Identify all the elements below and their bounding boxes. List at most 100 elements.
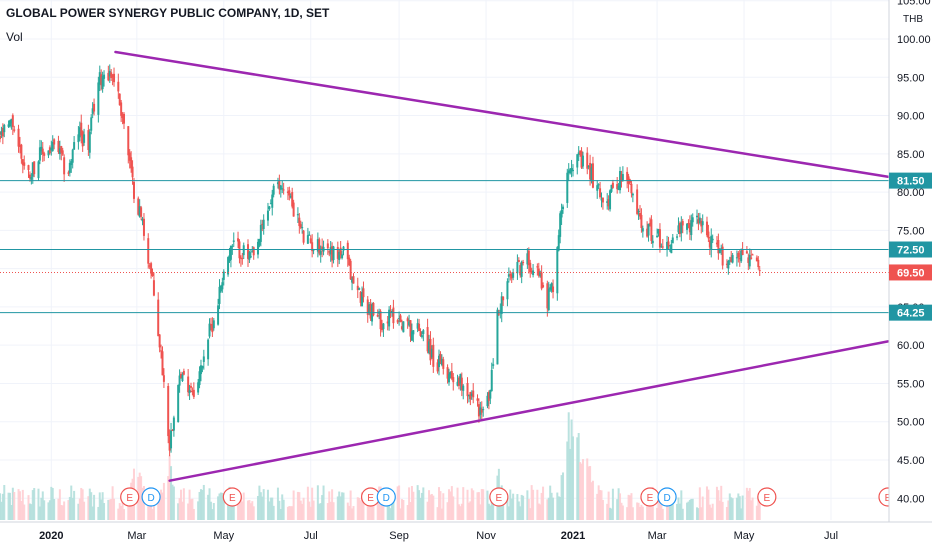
candle bbox=[61, 147, 64, 156]
volume-indicator-label[interactable]: Vol bbox=[6, 30, 23, 44]
volume-bar bbox=[78, 498, 81, 520]
marker-circle bbox=[222, 487, 242, 507]
candle-body bbox=[617, 185, 620, 190]
volume-bar bbox=[667, 504, 670, 520]
volume-bar bbox=[609, 507, 612, 520]
candle bbox=[552, 279, 555, 299]
volume-bar bbox=[87, 496, 90, 520]
earnings-marker[interactable]: E bbox=[757, 487, 777, 507]
candle bbox=[259, 219, 262, 247]
candle-body bbox=[110, 72, 113, 79]
volume-bar bbox=[197, 501, 200, 520]
candle-body bbox=[157, 299, 160, 337]
candle bbox=[560, 203, 563, 225]
volume-bar bbox=[30, 504, 33, 520]
volume-bar bbox=[259, 492, 262, 520]
volume-bar bbox=[101, 492, 104, 520]
candle-body bbox=[497, 313, 500, 315]
candle bbox=[172, 415, 175, 437]
candle-body bbox=[197, 382, 200, 393]
marker-label: E bbox=[764, 493, 771, 504]
candle bbox=[460, 372, 463, 397]
volume-bar bbox=[419, 497, 422, 520]
candle bbox=[388, 306, 391, 331]
candle-body bbox=[607, 199, 610, 207]
candle-body bbox=[576, 154, 579, 168]
dividend-marker[interactable]: D bbox=[657, 487, 677, 507]
candle bbox=[566, 168, 569, 208]
candle-body bbox=[368, 304, 371, 313]
volume-bar bbox=[562, 472, 565, 520]
candle bbox=[147, 233, 150, 269]
candle bbox=[40, 140, 43, 156]
volume-bar bbox=[755, 505, 758, 520]
volume-bar bbox=[67, 500, 70, 520]
candle bbox=[113, 67, 116, 87]
candle bbox=[678, 221, 681, 238]
candle-body bbox=[379, 311, 382, 330]
candle bbox=[380, 319, 383, 333]
candle bbox=[272, 183, 275, 198]
candle-body bbox=[341, 254, 344, 259]
dividend-marker[interactable]: D bbox=[376, 487, 396, 507]
volume-bar bbox=[217, 496, 220, 520]
candle-body bbox=[651, 240, 654, 244]
candle-body bbox=[41, 148, 44, 155]
marker-circle bbox=[757, 487, 777, 507]
volume-bar bbox=[747, 490, 750, 520]
candle-body bbox=[526, 253, 529, 265]
candle-body bbox=[738, 258, 741, 260]
candle bbox=[21, 158, 24, 174]
trendline[interactable] bbox=[114, 50, 890, 179]
candle bbox=[725, 259, 728, 269]
volume-bar bbox=[559, 496, 562, 520]
volume-bar bbox=[681, 508, 684, 520]
volume-bar bbox=[247, 500, 250, 520]
marker-circle bbox=[376, 487, 396, 507]
volume-bar bbox=[691, 498, 694, 520]
candle bbox=[452, 373, 455, 391]
volume-bar bbox=[527, 498, 530, 520]
earnings-marker[interactable]: E bbox=[489, 487, 509, 507]
candle bbox=[127, 125, 130, 164]
candle-body bbox=[656, 235, 659, 238]
candle bbox=[447, 368, 450, 386]
volume-bar bbox=[629, 495, 632, 520]
volume-bar bbox=[351, 508, 354, 520]
candle-body bbox=[648, 223, 651, 225]
symbol-title[interactable]: GLOBAL POWER SYNERGY PUBLIC COMPANY, 1D,… bbox=[6, 6, 330, 20]
earnings-marker[interactable]: E bbox=[120, 487, 140, 507]
candle bbox=[221, 277, 224, 293]
candle bbox=[646, 221, 649, 238]
volume-bar bbox=[319, 503, 322, 520]
trendline[interactable] bbox=[168, 340, 890, 482]
candle bbox=[51, 135, 54, 152]
candle bbox=[422, 328, 425, 342]
candle-body bbox=[170, 430, 173, 449]
volume-bar bbox=[616, 499, 619, 520]
earnings-marker[interactable]: E bbox=[222, 487, 242, 507]
candle-body bbox=[410, 331, 413, 341]
volume-bar bbox=[211, 509, 214, 520]
candle-body bbox=[581, 155, 584, 167]
candle-body bbox=[532, 270, 535, 276]
candle-body bbox=[289, 195, 292, 198]
candle-body bbox=[101, 76, 104, 90]
candle bbox=[627, 173, 630, 193]
volume-bar bbox=[717, 490, 720, 520]
volume-bar bbox=[28, 503, 31, 520]
volume-bar bbox=[607, 491, 610, 520]
earnings-marker[interactable]: E bbox=[640, 487, 660, 507]
volume-bar bbox=[389, 508, 392, 520]
candle-body bbox=[198, 371, 201, 386]
candle-body bbox=[21, 159, 24, 166]
candle bbox=[396, 318, 399, 325]
marker-label: E bbox=[367, 493, 374, 504]
candle-body bbox=[476, 398, 479, 401]
dividend-marker[interactable]: D bbox=[141, 487, 161, 507]
candle bbox=[279, 184, 282, 198]
volume-bar bbox=[88, 488, 91, 520]
volume-bar bbox=[641, 506, 644, 520]
